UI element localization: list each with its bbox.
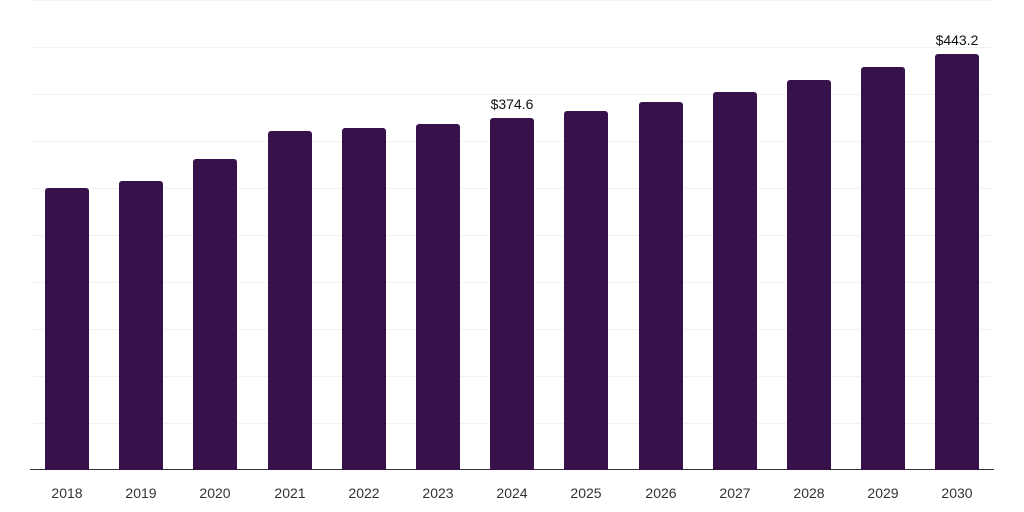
bar-2023 <box>416 124 460 470</box>
x-tick-label: 2030 <box>941 485 973 501</box>
data-label: $374.6 <box>490 96 534 112</box>
x-tick-label: 2020 <box>199 485 231 501</box>
bar-2025 <box>564 111 608 470</box>
bar-2026 <box>639 102 683 470</box>
bar-2018 <box>45 188 89 470</box>
bar-2021 <box>268 131 312 470</box>
gridline <box>30 94 994 95</box>
x-tick-label: 2026 <box>645 485 677 501</box>
x-tick-label: 2028 <box>793 485 825 501</box>
x-tick-label: 2023 <box>422 485 454 501</box>
x-tick-label: 2027 <box>719 485 751 501</box>
x-tick-label: 2018 <box>51 485 83 501</box>
bar-2019 <box>119 181 163 470</box>
bar-2020 <box>193 159 237 470</box>
bar-2027 <box>713 92 757 470</box>
x-tick-label: 2021 <box>274 485 306 501</box>
bar-2022 <box>342 128 386 470</box>
x-tick-label: 2024 <box>496 485 528 501</box>
bar-2030 <box>935 54 979 470</box>
bar-2028 <box>787 80 831 470</box>
data-label: $443.2 <box>935 32 979 48</box>
x-tick-label: 2029 <box>867 485 899 501</box>
x-tick-label: 2025 <box>570 485 602 501</box>
gridline <box>30 0 994 1</box>
x-tick-label: 2019 <box>125 485 157 501</box>
x-tick-label: 2022 <box>348 485 380 501</box>
gridline <box>30 47 994 48</box>
bar-2024 <box>490 118 534 470</box>
bar-2029 <box>861 67 905 470</box>
